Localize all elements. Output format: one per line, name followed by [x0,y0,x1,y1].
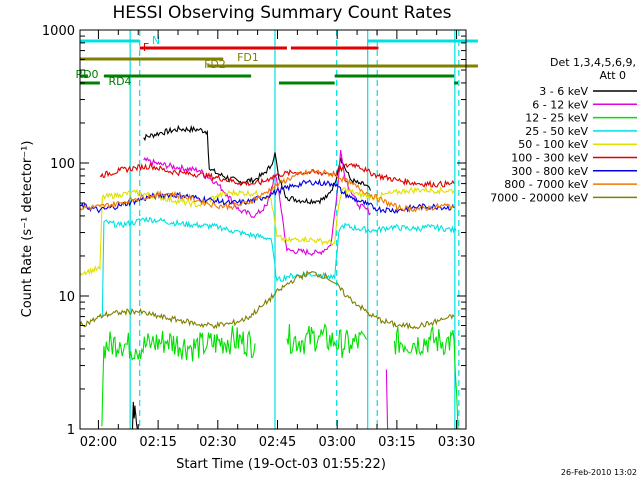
x-tick-label-6: 03:30 [438,435,475,450]
legend-label-2: 12 - 25 keV [525,112,588,125]
series-line-0 [131,124,372,429]
series-line-8 [80,270,455,330]
legend-label-8: 7000 - 20000 keV [490,191,588,204]
y-tick-label-2: 100 [50,157,75,172]
y-axis-label: Count Rate (s⁻¹ detector⁻¹) [20,141,35,318]
timestamp: 26-Feb-2010 13:02 [561,468,637,477]
series-line-6 [80,178,455,214]
legend-title-line-2: Att 0 [600,69,626,82]
series-line-4 [80,185,455,276]
x-tick-label-3: 02:45 [259,435,296,450]
series-line-3 [101,216,457,317]
flag-bar-label-rd0: RD0 [75,68,98,81]
legend-label-5: 100 - 300 keV [511,152,588,165]
x-tick-label-0: 02:00 [80,435,117,450]
x-axis-label: Start Time (19-Oct-03 01:55:22) [176,457,386,472]
legend-label-1: 6 - 12 keV [532,98,588,111]
legend-label-6: 300 - 800 keV [511,165,588,178]
series-line-1 [143,150,389,429]
flag-bar-label-rd4: RD4 [108,75,131,88]
flag-bar-label-fd1: FD1 [237,51,259,64]
y-tick-label-3: 1000 [42,24,75,39]
series-line-2 [101,322,459,429]
chart-title: HESSI Observing Summary Count Rates [112,3,451,23]
flag-bar-label-fd2: FD2 [204,58,226,71]
legend-title-line-1: Det 1,3,4,5,6,9, [550,56,636,69]
series-line-7 [80,168,455,214]
legend-label-3: 25 - 50 keV [525,125,588,138]
legend-label-7: 800 - 7000 keV [504,178,588,191]
x-tick-label-1: 02:15 [139,435,176,450]
series-line-5 [99,162,455,188]
plot-frame [79,29,467,430]
x-tick-label-2: 02:30 [199,435,236,450]
flag-bar-label-f: F [143,41,149,54]
legend-label-0: 3 - 6 keV [539,85,588,98]
legend-label-4: 50 - 100 keV [518,138,588,151]
y-tick-label-0: 1 [67,423,75,438]
x-tick-label-5: 03:15 [378,435,415,450]
x-tick-label-4: 03:00 [318,435,355,450]
y-tick-label-1: 10 [58,290,75,305]
flag-bar-label-n: N [152,34,160,47]
